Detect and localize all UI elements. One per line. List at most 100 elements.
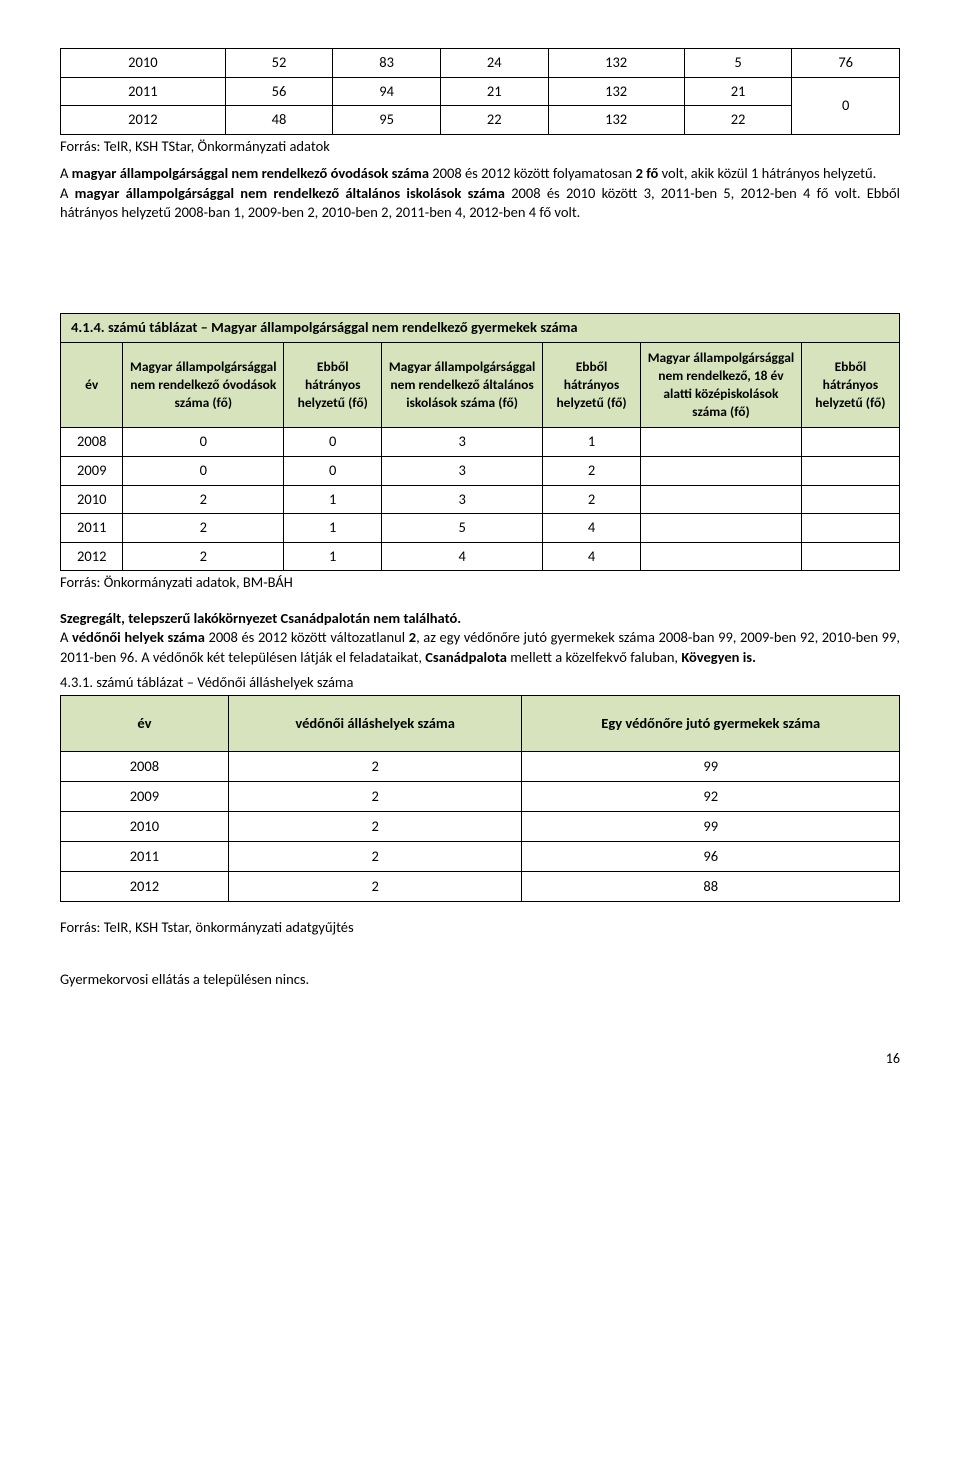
cell: 2009: [61, 782, 229, 812]
paragraph-szegregalt: Szegregált, telepszerű lakókörnyezet Csa…: [60, 609, 900, 668]
cell: 88: [522, 872, 900, 902]
cell: 2: [228, 872, 522, 902]
cell: 1: [284, 485, 382, 514]
table-row: 2011 2 96: [61, 842, 900, 872]
cell: 4: [542, 514, 640, 543]
bold-text: 2: [409, 628, 416, 646]
cell: 2010: [61, 49, 226, 78]
cell: 2011: [61, 842, 229, 872]
cell: 2008: [61, 428, 123, 457]
cell: 2: [228, 782, 522, 812]
table-row: 2009 2 92: [61, 782, 900, 812]
cell: 2: [542, 485, 640, 514]
bold-text: magyar állampolgársággal nem rendelkező …: [75, 184, 505, 202]
col-header: Magyar állampolgársággal nem rendelkező …: [123, 342, 284, 428]
bold-text: Szegregált, telepszerű lakókörnyezet Csa…: [60, 609, 461, 627]
cell: [801, 514, 899, 543]
cell: 94: [333, 77, 441, 106]
page-number: 16: [60, 1050, 900, 1069]
cell: 0: [792, 77, 900, 134]
col-header: Magyar állampolgársággal nem rendelkező …: [382, 342, 543, 428]
col-header: év: [61, 342, 123, 428]
cell: 5: [382, 514, 543, 543]
cell: 83: [333, 49, 441, 78]
bold-text: Csanádpalota: [425, 648, 507, 666]
table3-source: Forrás: TeIR, KSH Tstar, önkormányzati a…: [60, 918, 900, 938]
text: A: [60, 184, 75, 202]
cell: [641, 485, 802, 514]
cell: [641, 428, 802, 457]
cell: 22: [440, 106, 548, 135]
col-header: Magyar állampolgársággal nem rendelkező,…: [641, 342, 802, 428]
cell: 0: [284, 428, 382, 457]
cell: 2010: [61, 812, 229, 842]
cell: 24: [440, 49, 548, 78]
table-row: 2010 2 1 3 2: [61, 485, 900, 514]
cell: 4: [382, 542, 543, 571]
cell: 2010: [61, 485, 123, 514]
cell: 2: [228, 842, 522, 872]
cell: 99: [522, 812, 900, 842]
table-header-row: év Magyar állampolgársággal nem rendelke…: [61, 342, 900, 428]
table-row: 2012 2 88: [61, 872, 900, 902]
text: A: [60, 164, 72, 182]
table1-source: Forrás: TeIR, KSH TStar, Önkormányzati a…: [60, 137, 900, 157]
cell: [641, 542, 802, 571]
table-partial-top: 2010 52 83 24 132 5 76 2011 56 94 21 132…: [60, 48, 900, 135]
col-header: Egy védőnőre jutó gyermekek száma: [522, 696, 900, 752]
cell: 76: [792, 49, 900, 78]
text: A: [60, 628, 72, 646]
table-title-row: 4.1.4. számú táblázat – Magyar állampolg…: [61, 313, 900, 342]
table-row: 2011 56 94 21 132 21 0: [61, 77, 900, 106]
cell: 2: [542, 456, 640, 485]
cell: [641, 514, 802, 543]
table-row: 2008 2 99: [61, 752, 900, 782]
cell: 3: [382, 485, 543, 514]
table-row: 2010 52 83 24 132 5 76: [61, 49, 900, 78]
col-header: védőnői álláshelyek száma: [228, 696, 522, 752]
col-header: Ebből hátrányos helyzetű (fő): [542, 342, 640, 428]
cell: 0: [123, 428, 284, 457]
text: 2008 és 2012 között folyamatosan: [429, 164, 636, 182]
paragraph-ovodasok: A magyar állampolgársággal nem rendelkez…: [60, 164, 900, 223]
cell: 1: [284, 514, 382, 543]
text: 2008 és 2012 között változatlanul: [205, 628, 409, 646]
cell: 2: [228, 812, 522, 842]
cell: 2012: [61, 106, 226, 135]
text: mellett a közelfekvő faluban,: [507, 648, 681, 666]
cell: 95: [333, 106, 441, 135]
cell: 0: [284, 456, 382, 485]
cell: 22: [684, 106, 792, 135]
cell: 4: [542, 542, 640, 571]
cell: 1: [284, 542, 382, 571]
cell: 132: [548, 77, 684, 106]
cell: 3: [382, 456, 543, 485]
cell: 21: [440, 77, 548, 106]
bold-text: védőnői helyek száma: [72, 628, 205, 646]
cell: [801, 542, 899, 571]
cell: 2: [123, 485, 284, 514]
cell: 52: [225, 49, 333, 78]
cell: 21: [684, 77, 792, 106]
cell: 2: [123, 514, 284, 543]
cell: 0: [123, 456, 284, 485]
cell: [801, 428, 899, 457]
cell: 5: [684, 49, 792, 78]
bold-text: 2 fő: [636, 164, 659, 182]
table-row: 2012 48 95 22 132 22: [61, 106, 900, 135]
table-row: 2012 2 1 4 4: [61, 542, 900, 571]
cell: 3: [382, 428, 543, 457]
col-header: Ebből hátrányos helyzetű (fő): [284, 342, 382, 428]
table-row: 2011 2 1 5 4: [61, 514, 900, 543]
cell: [801, 485, 899, 514]
cell: 99: [522, 752, 900, 782]
cell: [641, 456, 802, 485]
table-header-row: év védőnői álláshelyek száma Egy védőnőr…: [61, 696, 900, 752]
cell: 1: [542, 428, 640, 457]
cell: 96: [522, 842, 900, 872]
table2-title: 4.1.4. számú táblázat – Magyar állampolg…: [61, 313, 900, 342]
closing-paragraph: Gyermekorvosi ellátás a településen ninc…: [60, 970, 900, 990]
bold-text: Kövegyen is.: [681, 648, 756, 666]
cell: 56: [225, 77, 333, 106]
bold-text: magyar állampolgársággal nem rendelkező …: [72, 164, 429, 182]
